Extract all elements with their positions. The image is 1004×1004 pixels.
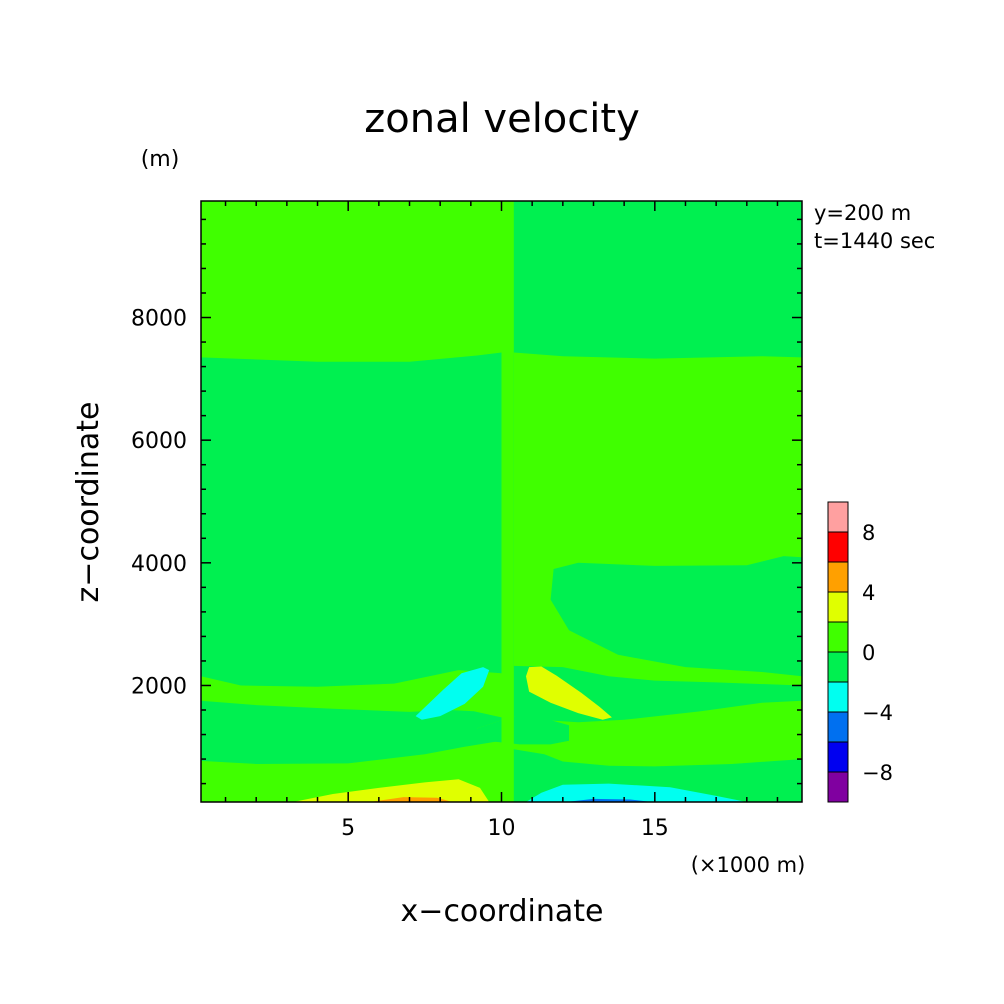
axis-ticks xyxy=(201,201,802,802)
contour-region-13 xyxy=(501,201,514,802)
contour-fill-layer xyxy=(201,201,802,802)
y-unit-label: (m) xyxy=(141,147,180,172)
info-line-time: t=1440 sec xyxy=(814,229,935,253)
x-tick-label: 5 xyxy=(341,816,355,841)
info-line-position: y=200 m xyxy=(814,201,911,225)
contour-region-9 xyxy=(293,779,490,802)
axis-tick-labels: 5 10 15 2000 4000 6000 8000 xyxy=(131,307,669,841)
contour-region-11 xyxy=(526,783,747,802)
colorbar xyxy=(827,501,849,803)
colorbar-swatch xyxy=(827,711,849,743)
colorbar-swatch xyxy=(827,621,849,653)
contour-region-7 xyxy=(415,667,490,720)
colorbar-swatch xyxy=(827,771,849,803)
colorbar-swatch xyxy=(827,591,849,623)
contour-region-10 xyxy=(369,797,453,802)
x-tick-label: 15 xyxy=(641,816,669,841)
colorbar-tick-label: −4 xyxy=(862,701,893,725)
colorbar-swatch xyxy=(827,741,849,773)
colorbar-swatch xyxy=(827,501,849,533)
y-tick-label: 4000 xyxy=(131,552,187,577)
y-tick-label: 2000 xyxy=(131,674,187,699)
colorbar-labels: −8 −4 0 4 8 xyxy=(862,521,893,785)
contour-region-2 xyxy=(201,352,502,687)
x-unit-label: (×1000 m) xyxy=(691,853,806,877)
y-tick-label: 8000 xyxy=(131,307,187,332)
x-tick-label: 10 xyxy=(488,816,516,841)
colorbar-tick-label: 8 xyxy=(862,521,875,545)
colorbar-swatch xyxy=(827,531,849,563)
colorbar-swatch xyxy=(827,681,849,713)
contour-region-12 xyxy=(565,798,652,802)
contour-region-3 xyxy=(513,352,802,686)
colorbar-tick-label: 0 xyxy=(862,641,875,665)
chart-title: zonal velocity xyxy=(364,96,640,142)
colorbar-tick-label: −8 xyxy=(862,761,893,785)
y-axis-label: z−coordinate xyxy=(71,402,106,603)
colorbar-swatch xyxy=(827,561,849,593)
colorbar-tick-label: 4 xyxy=(862,581,875,605)
x-axis-label: x−coordinate xyxy=(401,894,604,929)
y-tick-label: 6000 xyxy=(131,429,187,454)
contour-region-8 xyxy=(526,666,612,720)
colorbar-swatch xyxy=(827,651,849,683)
contour-region-5 xyxy=(477,700,802,767)
